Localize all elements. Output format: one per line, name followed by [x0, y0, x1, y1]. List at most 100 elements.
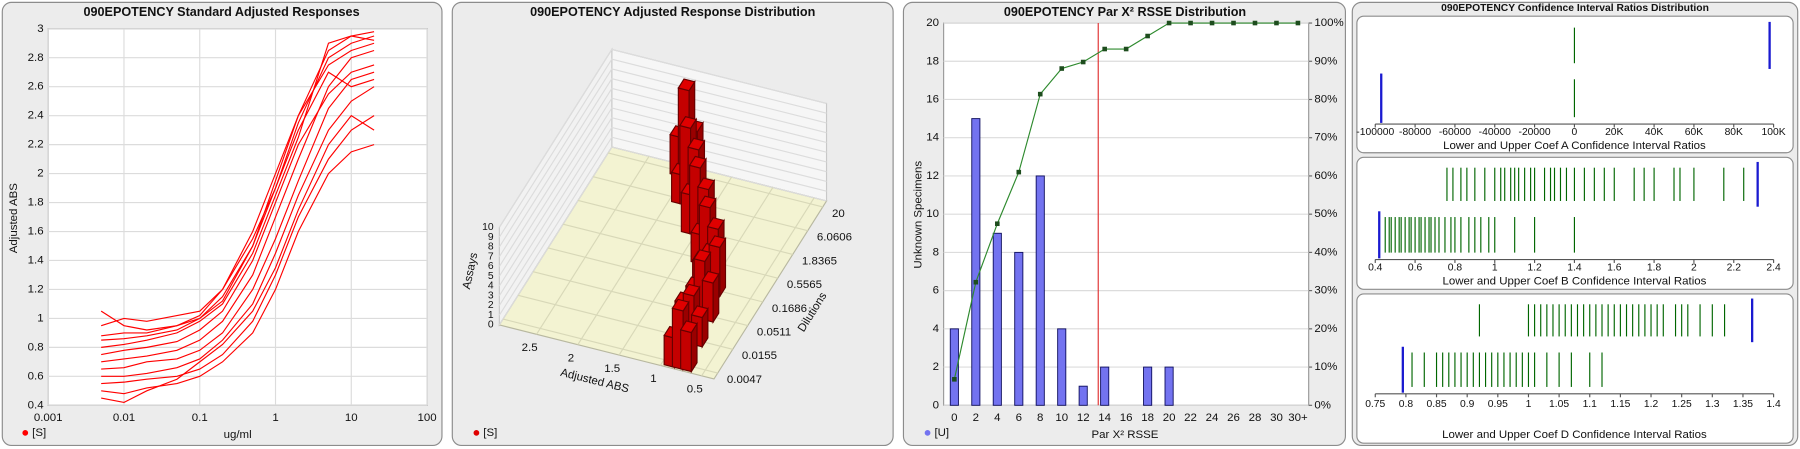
- x-tick-label: 100: [417, 412, 436, 424]
- x-tick-label: 12: [1077, 412, 1090, 424]
- x-tick-label: 28: [1249, 412, 1262, 424]
- legend-label: [S]: [483, 427, 497, 439]
- response-line: [100, 42, 375, 327]
- bar-face: [680, 329, 692, 373]
- bar-face: [678, 116, 698, 129]
- x-tick-label: 1.3: [1705, 399, 1720, 410]
- line-marker: [973, 279, 979, 285]
- x-tick-label: -60000: [1439, 127, 1471, 138]
- y-tick-label: 10: [926, 208, 939, 220]
- x-tick-label: 1: [272, 412, 278, 424]
- x-tick-label: 18: [1141, 412, 1154, 424]
- y-tick-label: 1.8: [28, 197, 44, 209]
- legend-label: [S]: [32, 427, 46, 439]
- response-line: [101, 115, 375, 385]
- x-tick-label: 0.8: [1399, 399, 1414, 410]
- grid-line: [498, 107, 827, 287]
- y-tick-label: 2.8: [28, 52, 44, 64]
- bar: [1057, 328, 1067, 406]
- bar: [1078, 385, 1088, 406]
- legend-marker: [473, 429, 480, 436]
- chart-title: 090EPOTENCY Confidence Interval Ratios D…: [1441, 3, 1709, 14]
- x-tick-label: -100000: [1356, 127, 1394, 138]
- response-line: [101, 35, 375, 341]
- grid-line: [498, 146, 827, 326]
- response-line: [101, 64, 375, 356]
- x-tick-label: 1.35: [1733, 399, 1753, 410]
- bar-face: [687, 137, 706, 151]
- x-axis-label: Par X² RSSE: [1092, 429, 1159, 441]
- line-marker: [1188, 20, 1193, 26]
- z-tick-label: 7: [488, 251, 494, 262]
- grid-line: [498, 126, 827, 306]
- x-tick-label: 6: [1016, 412, 1022, 424]
- response-line: [101, 86, 375, 377]
- y-tick-label: 12: [926, 170, 939, 182]
- x-tick-label: 30: [1270, 412, 1283, 424]
- legend-marker: [22, 429, 29, 436]
- y2-tick-label: 70%: [1314, 132, 1337, 144]
- y-tick-label: 0.6: [28, 370, 44, 382]
- x-tick-label: 0.4: [1368, 262, 1383, 273]
- x-tick-label: 22: [1184, 412, 1197, 424]
- grid-line: [498, 78, 827, 257]
- bar: [1035, 175, 1045, 406]
- bar-face: [708, 235, 727, 249]
- grid-line: [498, 136, 827, 316]
- chart-title: 090EPOTENCY Par X² RSSE Distribution: [1004, 5, 1246, 19]
- x-tick-label: 1.25: [1672, 399, 1692, 410]
- z-tick-label: 10: [482, 222, 494, 233]
- grid-line: [562, 223, 778, 279]
- y2-tick-label: 40%: [1314, 246, 1337, 258]
- legend-label: [U]: [934, 427, 949, 439]
- y-tick-label: 1.4: [28, 255, 45, 267]
- bar-face: [698, 195, 717, 209]
- line-marker: [952, 377, 957, 382]
- legend-marker: [924, 429, 931, 436]
- y-tick-label: 0.1686: [772, 303, 807, 315]
- x-tick-label: 1: [1526, 399, 1532, 410]
- line-marker: [1080, 59, 1086, 65]
- y-tick-label: 4: [933, 323, 940, 335]
- x-tick-label: 1.2: [1527, 262, 1542, 273]
- response-line: [101, 144, 375, 395]
- y-axis-label: Adjusted ABS: [8, 183, 20, 253]
- y-tick-label: 0.0511: [757, 327, 791, 339]
- bar-face: [706, 217, 725, 230]
- x-tick-label: 0.6: [1408, 262, 1423, 273]
- z-tick-label: 5: [488, 271, 494, 282]
- x-tick-label: 26: [1227, 412, 1240, 424]
- grid-line: [498, 48, 827, 228]
- bar-face: [693, 249, 712, 263]
- x-tick-label: 1.4: [1766, 399, 1781, 410]
- grid-line: [498, 58, 827, 238]
- y-tick-label: 1.8365: [802, 255, 837, 267]
- chart-title: 090EPOTENCY Adjusted Response Distributi…: [530, 5, 815, 19]
- x-tick-label: 0.8: [1448, 262, 1463, 273]
- grid-line: [547, 247, 763, 303]
- z-tick-label: 2: [488, 300, 494, 311]
- x-axis-label: Lower and Upper Coef B Confidence Interv…: [1442, 275, 1706, 287]
- x-tick-label: 0.5: [687, 384, 703, 396]
- line-marker: [1016, 169, 1022, 175]
- z-tick-label: 8: [488, 242, 494, 253]
- response-line: [101, 49, 375, 363]
- response-line: [101, 71, 375, 337]
- bar-face: [690, 305, 709, 319]
- line-marker: [995, 221, 1000, 227]
- y-tick-label: 6: [933, 285, 939, 297]
- y2-tick-label: 30%: [1314, 285, 1337, 297]
- y-axis-label: Unknown Specimens: [912, 161, 924, 269]
- z-tick-label: 4: [488, 281, 494, 292]
- x-tick-label: 20: [1163, 412, 1176, 424]
- y2-tick-label: 90%: [1314, 55, 1337, 67]
- y-tick-label: 0: [933, 399, 939, 411]
- grid-line: [498, 97, 827, 277]
- x-tick-label: 24: [1206, 412, 1219, 424]
- x-tick-label: 0.01: [113, 412, 135, 424]
- y-tick-label: 18: [926, 55, 939, 67]
- x-tick-label: 1.5: [604, 363, 620, 375]
- y2-tick-label: 60%: [1314, 170, 1337, 182]
- chart-title: 090EPOTENCY Standard Adjusted Responses: [84, 5, 360, 19]
